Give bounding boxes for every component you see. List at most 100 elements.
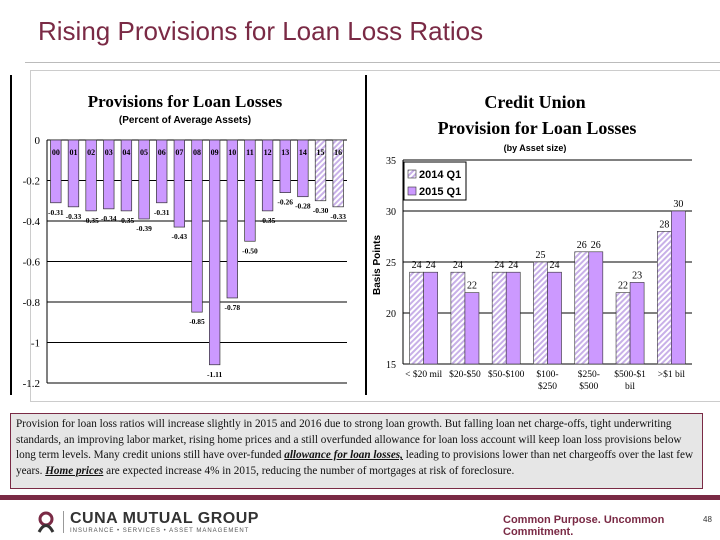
data-label: 24 <box>550 260 560 271</box>
category-label: 12 <box>264 148 272 157</box>
left-chart-title: Provisions for Loan Losses <box>88 92 283 111</box>
right-chart-title: Credit Union <box>484 92 585 112</box>
note-text-3: are expected increase 4% in 2015, reduci… <box>103 464 515 477</box>
category-label: $500-$1 <box>614 369 646 380</box>
data-label: 26 <box>577 240 587 251</box>
bar <box>261 139 274 212</box>
logo-subtitle: INSURANCE • SERVICES • ASSET MANAGEMENT <box>70 528 250 534</box>
category-label: 14 <box>299 148 307 157</box>
data-label: 25 <box>535 250 545 261</box>
category-label: >$1 bil <box>658 369 686 380</box>
data-label: 24 <box>412 260 422 271</box>
y-tick-label: 15 <box>386 360 396 371</box>
y-tick-label: -1.2 <box>23 378 40 390</box>
y-tick-label: -0.2 <box>23 176 40 188</box>
category-label: 05 <box>140 148 148 157</box>
data-label: -0.35 <box>260 216 276 225</box>
category-label: < $20 mil <box>405 369 442 380</box>
page-number: 48 <box>703 515 712 524</box>
data-label: -0.35 <box>119 216 135 225</box>
category-label: $500 <box>579 381 598 392</box>
charts-svg: Provisions for Loan Losses (Percent of A… <box>10 75 692 395</box>
allowance-link[interactable]: allowance for loan losses, <box>284 449 403 461</box>
data-label: 22 <box>618 281 628 292</box>
y-tick-label: 20 <box>386 309 396 320</box>
data-label: 24 <box>494 260 504 271</box>
bar <box>191 139 203 313</box>
data-label: -0.33 <box>66 212 82 221</box>
bar <box>279 139 291 194</box>
bar-2015-Q1 <box>671 210 686 365</box>
note-text-2: leading to provisions lower than net cha… <box>16 449 694 477</box>
data-label: -0.28 <box>295 202 311 211</box>
bar <box>173 139 185 228</box>
category-label: 11 <box>246 148 254 157</box>
category-label: 06 <box>158 148 166 157</box>
data-label: -0.26 <box>277 198 293 207</box>
title-divider <box>25 62 720 63</box>
y-tick-label: -0.4 <box>23 216 41 228</box>
category-label: 07 <box>175 148 183 157</box>
category-label: 03 <box>105 148 113 157</box>
y-tick-label: -0.8 <box>23 297 41 309</box>
slide-title: Rising Provisions for Loan Loss Ratios <box>38 16 484 46</box>
y-tick-label: -0.6 <box>23 257 41 269</box>
category-label: 10 <box>228 148 236 157</box>
right-chart-title2: Provision for Loan Losses <box>438 118 637 138</box>
data-label: -0.34 <box>101 214 117 223</box>
note-text-1: Provision for loan loss ratios will incr… <box>16 418 682 461</box>
category-label: $250 <box>538 381 557 392</box>
data-label: -0.30 <box>313 206 329 215</box>
data-label: 24 <box>426 260 436 271</box>
data-label: 26 <box>591 240 601 251</box>
bar-2015-Q1 <box>423 271 438 365</box>
bar <box>85 139 97 212</box>
data-label: -0.31 <box>154 208 170 217</box>
bar-2014-Q1 <box>533 261 548 365</box>
left-chart-subtitle: (Percent of Average Assets) <box>119 115 251 126</box>
bar <box>50 139 62 204</box>
category-label: 16 <box>334 148 342 157</box>
bar <box>314 139 327 202</box>
bar <box>156 139 168 204</box>
logo-name: CUNA MUTUAL GROUP <box>70 510 259 527</box>
bar <box>332 139 344 208</box>
right-chart-subtitle: (by Asset size) <box>504 143 567 153</box>
legend-label: 2015 Q1 <box>419 186 461 198</box>
category-label: 13 <box>281 148 289 157</box>
chart-panel <box>30 70 720 402</box>
bar-2015-Q1 <box>505 271 521 365</box>
category-label: 01 <box>69 148 77 157</box>
right-y-axis-label: Basis Points <box>372 235 383 295</box>
bar <box>244 139 256 242</box>
category-label: 02 <box>87 148 95 157</box>
data-label: -1.11 <box>207 370 222 379</box>
category-label: $250- <box>578 369 600 380</box>
bar-2014-Q1 <box>574 251 590 365</box>
data-label: 24 <box>453 260 463 271</box>
data-label: -0.43 <box>172 232 188 241</box>
data-label: -0.39 <box>136 224 152 233</box>
data-label: -0.78 <box>224 303 240 312</box>
y-tick-label: 25 <box>386 258 396 269</box>
bar <box>120 139 133 212</box>
data-label: -0.33 <box>330 212 346 221</box>
legend-swatch <box>407 186 417 196</box>
data-label: 23 <box>632 270 642 281</box>
home-prices-link[interactable]: Home prices <box>45 464 104 477</box>
y-tick-label: 30 <box>386 207 396 218</box>
data-label: 22 <box>467 281 477 292</box>
bar <box>103 139 115 210</box>
category-label: $20-$50 <box>449 369 481 380</box>
category-label: $100- <box>536 369 558 380</box>
cuna-logo: CUNA MUTUAL GROUP INSURANCE • SERVICES • … <box>35 510 259 534</box>
data-label: -0.31 <box>48 208 64 217</box>
bar-2015-Q1 <box>547 271 562 365</box>
data-label: -0.35 <box>83 216 99 225</box>
bar <box>67 139 80 208</box>
tagline: Common Purpose. Uncommon Commitment. <box>503 514 665 538</box>
category-label: 15 <box>317 148 325 157</box>
bar <box>226 139 238 299</box>
y-tick-label: 0 <box>35 135 41 147</box>
bar-2014-Q1 <box>450 271 466 365</box>
